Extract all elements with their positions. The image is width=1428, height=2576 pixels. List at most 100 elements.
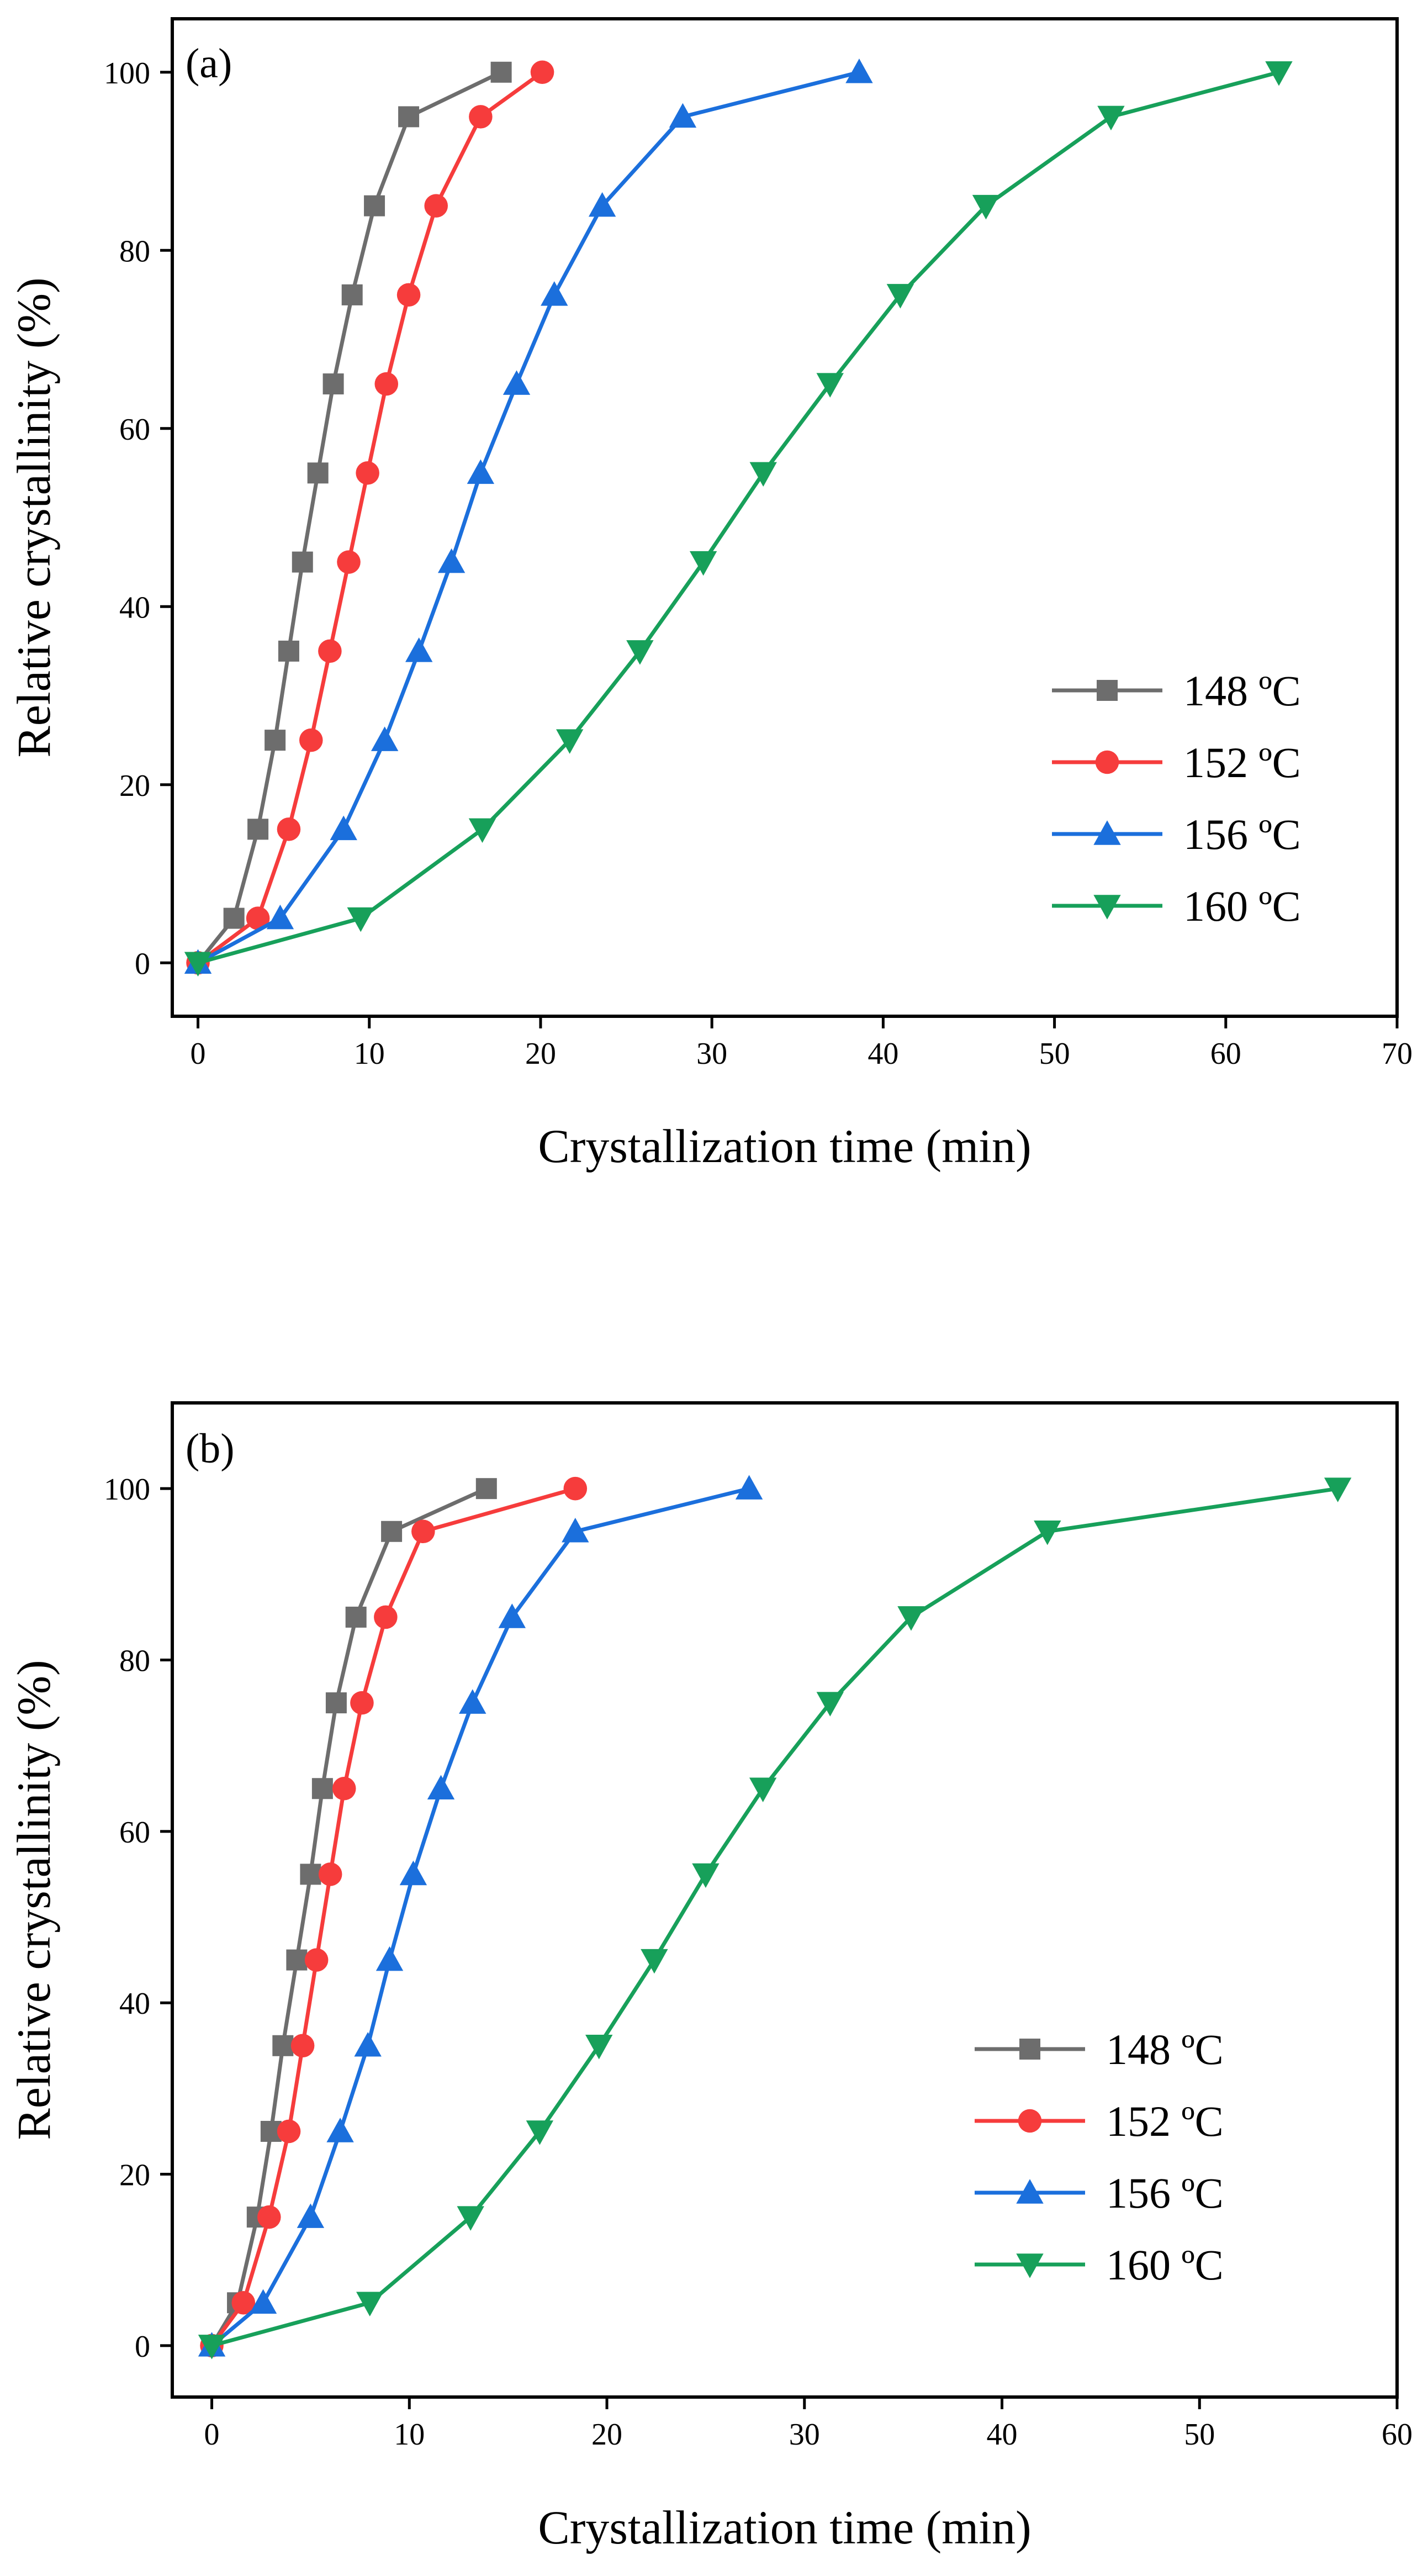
panel-a-x-tick-label: 10 bbox=[354, 1037, 385, 1071]
panel-a-ticks: 0 10 20 30 40 50 60 70 0 20 40 60 80 100 bbox=[104, 56, 1413, 1071]
panel-b-legend-item-1: 152 ºC bbox=[975, 2097, 1224, 2145]
panel-b-series-2-line bbox=[210, 1486, 750, 2347]
panel-a-series-3-point bbox=[347, 907, 374, 932]
panel-b-series-1-line bbox=[210, 1486, 576, 2347]
panel-a-series-2-point bbox=[503, 370, 531, 395]
panel-b-series-1-point bbox=[350, 1691, 374, 1715]
panel-b-series-2-point bbox=[297, 2203, 325, 2228]
panel-b-series-1-point bbox=[231, 2291, 256, 2315]
panel-a-series-1-point bbox=[396, 283, 421, 307]
panel-a: (a) Crystallization time (min) Relative … bbox=[7, 17, 1413, 1173]
panel-b-series-1-point bbox=[318, 1862, 342, 1886]
panel-a-series bbox=[184, 59, 1293, 976]
panel-a-legend-label-3: 160 ºC bbox=[1183, 882, 1301, 930]
panel-b-series-3-point bbox=[1324, 1477, 1352, 1502]
panel-a-series-0 bbox=[187, 61, 512, 974]
panel-a-series-0-point bbox=[398, 106, 420, 128]
panel-b-legend-marker-0 bbox=[1019, 2039, 1040, 2060]
panel-b-series-1-point bbox=[332, 1776, 356, 1801]
panel-a-legend-item-0: 148 ºC bbox=[1052, 667, 1301, 715]
panel-a-legend-item-1: 152 ºC bbox=[1052, 738, 1301, 786]
panel-b-plot-frame bbox=[171, 1401, 1399, 2399]
panel-b-series-2-point bbox=[375, 1946, 404, 1971]
panel-b-series-2 bbox=[198, 1475, 763, 2357]
panel-a-y-tick-label: 0 bbox=[135, 947, 150, 981]
panel-b-series-0-point bbox=[311, 1778, 333, 1799]
panel-b-legend-item-3: 160 ºC bbox=[975, 2241, 1224, 2289]
panel-a-series-0-point bbox=[247, 819, 269, 840]
panel-b-series-0-point bbox=[475, 1478, 497, 1500]
panel-b-series-1-point bbox=[257, 2205, 281, 2229]
panel-a-x-tick-label: 0 bbox=[191, 1037, 206, 1071]
panel-a-series-1-point bbox=[374, 372, 399, 396]
panel-a-series-3-point bbox=[1097, 105, 1125, 131]
panel-a-legend-item-2: 156 ºC bbox=[1052, 810, 1301, 858]
panel-a-x-tick-label: 50 bbox=[1039, 1037, 1070, 1071]
panel-b-series-3-point bbox=[356, 2292, 384, 2317]
panel-a-series-3-point bbox=[184, 952, 212, 976]
panel-a-series-0-point bbox=[278, 640, 299, 662]
panel-b-x-tick-label: 0 bbox=[204, 2417, 220, 2452]
panel-a-series-1-point bbox=[424, 194, 448, 218]
panel-b-series-2-point bbox=[326, 2118, 354, 2142]
panel-a-x-tick-label: 70 bbox=[1382, 1037, 1413, 1071]
panel-a-series-3-line bbox=[197, 70, 1279, 965]
panel-b-legend-label-0: 148 ºC bbox=[1106, 2025, 1224, 2073]
panel-b-legend-marker-2 bbox=[1016, 2179, 1044, 2204]
panel-a-series-2-point bbox=[437, 548, 466, 573]
panel-a-series-2 bbox=[184, 59, 873, 974]
panel-a-series-0-point bbox=[322, 373, 344, 395]
panel-b-legend-marker-3 bbox=[1016, 2253, 1044, 2278]
panel-a-series-3-point bbox=[1265, 61, 1293, 86]
panel-a-series-2-point bbox=[371, 726, 399, 751]
panel-b-series-2-point bbox=[354, 2032, 382, 2057]
panel-a-series-2-point bbox=[845, 59, 873, 83]
panel-b-series-0-line bbox=[210, 1487, 488, 2347]
panel-a-series-0-point bbox=[265, 730, 286, 751]
panel-b-series-0-point bbox=[286, 1949, 308, 1971]
panel-b-series-3-point bbox=[692, 1863, 720, 1888]
panel-b-series-1-point bbox=[290, 2034, 315, 2058]
panel-a-series-2-line bbox=[197, 70, 860, 965]
panel-b-series-2-point bbox=[427, 1775, 455, 1800]
panel-b-series-0 bbox=[201, 1478, 497, 2356]
panel-b-series bbox=[198, 1475, 1352, 2359]
panel-a-series-2-point bbox=[405, 637, 433, 662]
panel-a-legend-item-3: 160 ºC bbox=[1052, 882, 1301, 930]
panel-a-y-tick-label: 60 bbox=[119, 413, 150, 447]
panel-a-series-3-point bbox=[972, 194, 1000, 220]
panel-a-series-3-point bbox=[816, 373, 844, 398]
panel-b-legend-marker-1 bbox=[1018, 2109, 1042, 2133]
panel-b-series-2-point bbox=[498, 1603, 526, 1628]
panel-a-series-0-point bbox=[223, 907, 245, 929]
panel-b-y-tick-label: 60 bbox=[119, 1815, 150, 1850]
panel-b-series-2-point bbox=[249, 2289, 277, 2314]
panel-b-series-2-point bbox=[459, 1689, 486, 1714]
panel-a-y-axis-title: Relative crystallinity (%) bbox=[7, 277, 60, 757]
panel-a-series-0-point bbox=[307, 462, 329, 484]
panel-b-series-2-point bbox=[399, 1860, 427, 1886]
panel-a-series-2-point bbox=[588, 192, 616, 217]
panel-a-series-1-point bbox=[337, 550, 361, 574]
panel-a-series-1-point bbox=[530, 60, 554, 85]
panel-b-series-1-point bbox=[411, 1519, 435, 1544]
panel-a-series-1-line bbox=[197, 70, 544, 965]
panel-b-y-tick-label: 20 bbox=[119, 2158, 150, 2193]
panel-b-y-tick-label: 80 bbox=[119, 1644, 150, 1678]
panel-a-legend-label-1: 152 ºC bbox=[1183, 738, 1301, 786]
panel-a-y-tick-label: 40 bbox=[119, 590, 150, 625]
panel-b-y-axis-title: Relative crystallinity (%) bbox=[7, 1660, 60, 2140]
panel-a-series-1-point bbox=[277, 817, 301, 841]
panel-a-y-tick-label: 80 bbox=[119, 234, 150, 268]
panel-a-series-0-point bbox=[364, 195, 385, 217]
panel-b-legend-label-3: 160 ºC bbox=[1106, 2241, 1224, 2289]
panel-a-series-1-point bbox=[246, 906, 270, 930]
panel-a-series-3-point bbox=[468, 818, 496, 843]
panel-a-series-3-point bbox=[886, 284, 914, 309]
panel-b-legend-label-1: 152 ºC bbox=[1106, 2097, 1224, 2145]
panel-a-series-3-point bbox=[749, 462, 777, 487]
panel-a-series-2-point bbox=[330, 815, 357, 841]
panel-a-series-1-point bbox=[356, 461, 379, 485]
